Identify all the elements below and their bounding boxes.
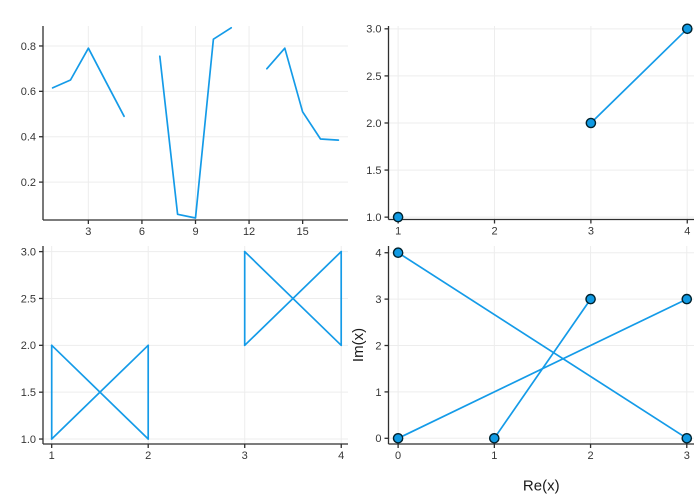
y-tick-label: 1.0 bbox=[366, 212, 381, 224]
subplot-bottom-left: 1 2 3 4 1.0 1.5 2.0 2.5 3.0 bbox=[21, 246, 348, 462]
x-tick-label: 1 bbox=[395, 226, 401, 238]
series-line bbox=[590, 27, 689, 124]
y-tick-label: 2.5 bbox=[21, 293, 36, 305]
x-tick-label: 15 bbox=[297, 226, 309, 238]
x-axis-label: Re(x) bbox=[523, 477, 560, 494]
y-tick-label: 1 bbox=[375, 387, 381, 399]
scatter-marker bbox=[392, 432, 404, 444]
series-line bbox=[493, 298, 592, 440]
series-line bbox=[158, 26, 233, 219]
x-tick-label: 12 bbox=[243, 226, 255, 238]
x-tick-label: 9 bbox=[192, 226, 198, 238]
x-tick-label: 6 bbox=[139, 226, 145, 238]
subplot-bottom-right: 0 1 2 3 0 1 2 3 4 Re(x) Im(x) bbox=[350, 246, 694, 494]
y-tick-label: 1.0 bbox=[21, 434, 36, 446]
y-tick-label: 0 bbox=[375, 433, 381, 445]
y-tick-label: 2 bbox=[375, 340, 381, 352]
y-tick-label: 0.4 bbox=[21, 132, 36, 144]
scatter-marker bbox=[681, 432, 693, 444]
y-tick-label: 3.0 bbox=[366, 24, 381, 36]
scatter-marker bbox=[488, 432, 500, 444]
scatter-marker bbox=[585, 293, 596, 305]
x-tick-label: 1 bbox=[49, 450, 55, 462]
series-line bbox=[397, 251, 688, 440]
scatter-marker bbox=[392, 211, 404, 223]
scatter-marker bbox=[392, 247, 404, 258]
series-line bbox=[50, 344, 150, 440]
y-tick-label: 1.5 bbox=[21, 387, 36, 399]
x-tick-label: 4 bbox=[684, 226, 690, 238]
y-tick-label: 0.6 bbox=[21, 86, 36, 98]
scatter-marker bbox=[681, 293, 693, 305]
y-tick-label: 3.0 bbox=[21, 246, 36, 258]
x-tick-label: 3 bbox=[588, 226, 594, 238]
x-tick-label: 3 bbox=[242, 450, 248, 462]
y-axis-label: Im(x) bbox=[350, 328, 367, 362]
y-tick-label: 2.0 bbox=[366, 118, 381, 130]
y-tick-label: 3 bbox=[375, 294, 381, 306]
y-tick-label: 1.5 bbox=[366, 165, 381, 177]
y-tick-label: 4 bbox=[375, 248, 381, 260]
series-line bbox=[51, 47, 125, 118]
x-tick-label: 0 bbox=[395, 450, 401, 462]
x-tick-label: 2 bbox=[145, 450, 151, 462]
x-tick-label: 3 bbox=[85, 226, 91, 238]
x-tick-label: 2 bbox=[491, 226, 497, 238]
x-tick-label: 2 bbox=[588, 450, 594, 462]
subplot-top-left: 3 6 9 12 15 0.2 0.4 0.6 0.8 bbox=[21, 26, 348, 238]
series-line bbox=[266, 47, 340, 141]
y-tick-label: 2.0 bbox=[21, 340, 36, 352]
subplot-top-right: 1 2 3 4 1.0 1.5 2.0 2.5 3.0 bbox=[366, 23, 694, 238]
scatter-marker bbox=[682, 23, 693, 35]
x-tick-label: 4 bbox=[338, 450, 344, 462]
y-tick-label: 2.5 bbox=[366, 71, 381, 83]
series-line bbox=[243, 250, 343, 347]
x-tick-label: 1 bbox=[491, 450, 497, 462]
x-tick-label: 3 bbox=[684, 450, 690, 462]
scatter-marker bbox=[585, 117, 597, 129]
y-tick-label: 0.8 bbox=[21, 41, 36, 53]
y-tick-label: 0.2 bbox=[21, 177, 36, 189]
